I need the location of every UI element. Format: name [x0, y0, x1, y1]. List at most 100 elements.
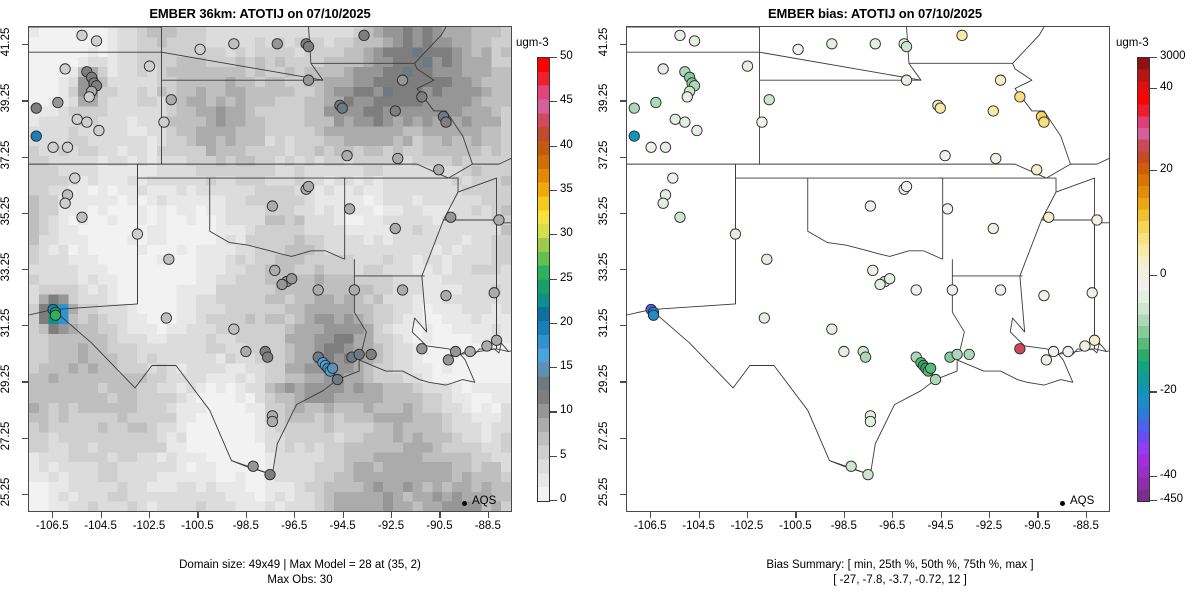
- aqs-site-marker[interactable]: [1043, 211, 1055, 223]
- aqs-site-marker[interactable]: [302, 180, 315, 193]
- aqs-site-marker[interactable]: [389, 222, 401, 235]
- aqs-site-marker[interactable]: [647, 309, 660, 321]
- aqs-site-marker[interactable]: [90, 35, 103, 47]
- aqs-site-marker[interactable]: [1047, 345, 1060, 358]
- aqs-site-marker[interactable]: [874, 278, 886, 291]
- aqs-site-marker[interactable]: [327, 362, 339, 374]
- aqs-site-marker[interactable]: [688, 35, 701, 47]
- aqs-site-marker[interactable]: [864, 415, 877, 428]
- aqs-site-marker[interactable]: [440, 289, 452, 302]
- aqs-site-marker[interactable]: [396, 74, 409, 86]
- aqs-site-marker[interactable]: [416, 343, 428, 355]
- aqs-site-marker[interactable]: [47, 141, 59, 153]
- aqs-site-marker[interactable]: [934, 102, 946, 114]
- aqs-site-marker[interactable]: [869, 38, 881, 50]
- aqs-site-marker[interactable]: [30, 130, 42, 142]
- aqs-site-marker[interactable]: [1014, 343, 1026, 355]
- aqs-site-marker[interactable]: [741, 60, 754, 72]
- aqs-site-marker[interactable]: [389, 105, 401, 117]
- aqs-site-marker[interactable]: [76, 211, 88, 223]
- aqs-site-marker[interactable]: [1086, 287, 1098, 299]
- aqs-site-marker[interactable]: [194, 43, 206, 56]
- aqs-site-marker[interactable]: [994, 74, 1007, 86]
- aqs-site-marker[interactable]: [81, 116, 93, 128]
- aqs-site-marker[interactable]: [628, 130, 640, 142]
- aqs-site-marker[interactable]: [756, 116, 768, 128]
- aqs-site-marker[interactable]: [266, 200, 279, 212]
- aqs-site-marker[interactable]: [392, 152, 404, 165]
- aqs-site-marker[interactable]: [165, 94, 177, 106]
- aqs-site-marker[interactable]: [312, 284, 324, 296]
- aqs-site-marker[interactable]: [276, 278, 288, 291]
- aqs-site-marker[interactable]: [681, 91, 693, 103]
- aqs-site-marker[interactable]: [266, 415, 279, 428]
- aqs-site-marker[interactable]: [1014, 91, 1026, 103]
- aqs-site-marker[interactable]: [440, 116, 452, 128]
- aqs-site-marker[interactable]: [442, 354, 454, 366]
- aqs-site-marker[interactable]: [396, 284, 409, 296]
- aqs-site-marker[interactable]: [674, 211, 686, 223]
- aqs-site-marker[interactable]: [490, 334, 503, 346]
- aqs-site-marker[interactable]: [929, 373, 942, 386]
- aqs-site-marker[interactable]: [859, 351, 872, 363]
- aqs-site-marker[interactable]: [956, 29, 968, 41]
- aqs-site-marker[interactable]: [864, 200, 877, 212]
- aqs-site-marker[interactable]: [884, 273, 896, 285]
- aqs-site-marker[interactable]: [61, 141, 74, 153]
- aqs-site-marker[interactable]: [867, 264, 879, 277]
- aqs-site-marker[interactable]: [845, 460, 857, 472]
- aqs-site-marker[interactable]: [1031, 164, 1043, 176]
- aqs-site-marker[interactable]: [645, 141, 657, 153]
- aqs-site-markers[interactable]: [628, 29, 1103, 481]
- aqs-site-marker[interactable]: [331, 373, 344, 386]
- aqs-site-marker[interactable]: [271, 38, 283, 50]
- aqs-site-marker[interactable]: [987, 222, 999, 235]
- aqs-site-marker[interactable]: [1079, 340, 1091, 352]
- aqs-site-marker[interactable]: [939, 150, 951, 162]
- aqs-site-marker[interactable]: [93, 124, 105, 137]
- aqs-site-marker[interactable]: [353, 348, 365, 360]
- aqs-site-marker[interactable]: [657, 197, 669, 209]
- aqs-site-marker[interactable]: [488, 287, 500, 299]
- aqs-site-marker[interactable]: [59, 63, 71, 75]
- aqs-site-marker[interactable]: [131, 228, 144, 240]
- aqs-site-marker[interactable]: [247, 460, 259, 472]
- aqs-site-marker[interactable]: [994, 284, 1007, 296]
- aqs-site-marker[interactable]: [1062, 345, 1074, 358]
- aqs-site-marker[interactable]: [343, 203, 356, 215]
- aqs-site-marker[interactable]: [481, 340, 493, 352]
- aqs-site-marker[interactable]: [433, 164, 445, 176]
- aqs-site-marker[interactable]: [691, 124, 703, 137]
- aqs-site-marker[interactable]: [302, 40, 315, 53]
- aqs-site-marker[interactable]: [758, 312, 770, 324]
- aqs-site-marker[interactable]: [71, 113, 83, 125]
- aqs-site-marker[interactable]: [52, 96, 64, 109]
- aqs-site-marker[interactable]: [628, 102, 640, 114]
- aqs-site-marker[interactable]: [838, 345, 850, 358]
- aqs-site-marker[interactable]: [674, 29, 686, 41]
- aqs-site-marker[interactable]: [963, 348, 975, 360]
- aqs-site-marker[interactable]: [358, 29, 370, 41]
- aqs-site-marker[interactable]: [990, 152, 1002, 165]
- aqs-site-marker[interactable]: [143, 60, 156, 72]
- aqs-site-marker[interactable]: [228, 323, 240, 335]
- aqs-site-marker[interactable]: [1038, 116, 1050, 128]
- aqs-site-marker[interactable]: [49, 309, 62, 321]
- aqs-site-marker[interactable]: [269, 264, 281, 277]
- aqs-site-marker[interactable]: [59, 197, 71, 209]
- aqs-site-marker[interactable]: [228, 38, 240, 50]
- aqs-site-marker[interactable]: [464, 345, 476, 358]
- aqs-site-marker[interactable]: [264, 469, 276, 481]
- aqs-site-marker[interactable]: [659, 141, 672, 153]
- aqs-site-marker[interactable]: [792, 43, 804, 56]
- aqs-site-marker[interactable]: [449, 345, 462, 358]
- aqs-site-marker[interactable]: [826, 38, 838, 50]
- aqs-site-marker[interactable]: [1038, 289, 1050, 302]
- aqs-site-marker[interactable]: [1088, 334, 1101, 346]
- aqs-site-marker[interactable]: [826, 323, 838, 335]
- bias-map-plot[interactable]: [626, 26, 1110, 512]
- aqs-site-marker[interactable]: [657, 63, 669, 75]
- aqs-site-marker[interactable]: [650, 96, 662, 109]
- aqs-site-marker[interactable]: [900, 40, 913, 53]
- aqs-site-marker[interactable]: [336, 102, 348, 114]
